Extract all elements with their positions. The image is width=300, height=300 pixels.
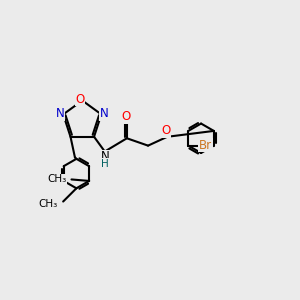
Text: N: N — [100, 107, 109, 120]
Text: CH₃: CH₃ — [39, 199, 58, 209]
Text: N: N — [56, 107, 65, 120]
Text: O: O — [122, 110, 131, 123]
Text: O: O — [161, 124, 170, 137]
Text: CH₃: CH₃ — [47, 174, 66, 184]
Text: Br: Br — [199, 139, 212, 152]
Text: H: H — [101, 159, 109, 169]
Text: N: N — [101, 150, 110, 163]
Text: O: O — [75, 93, 85, 106]
